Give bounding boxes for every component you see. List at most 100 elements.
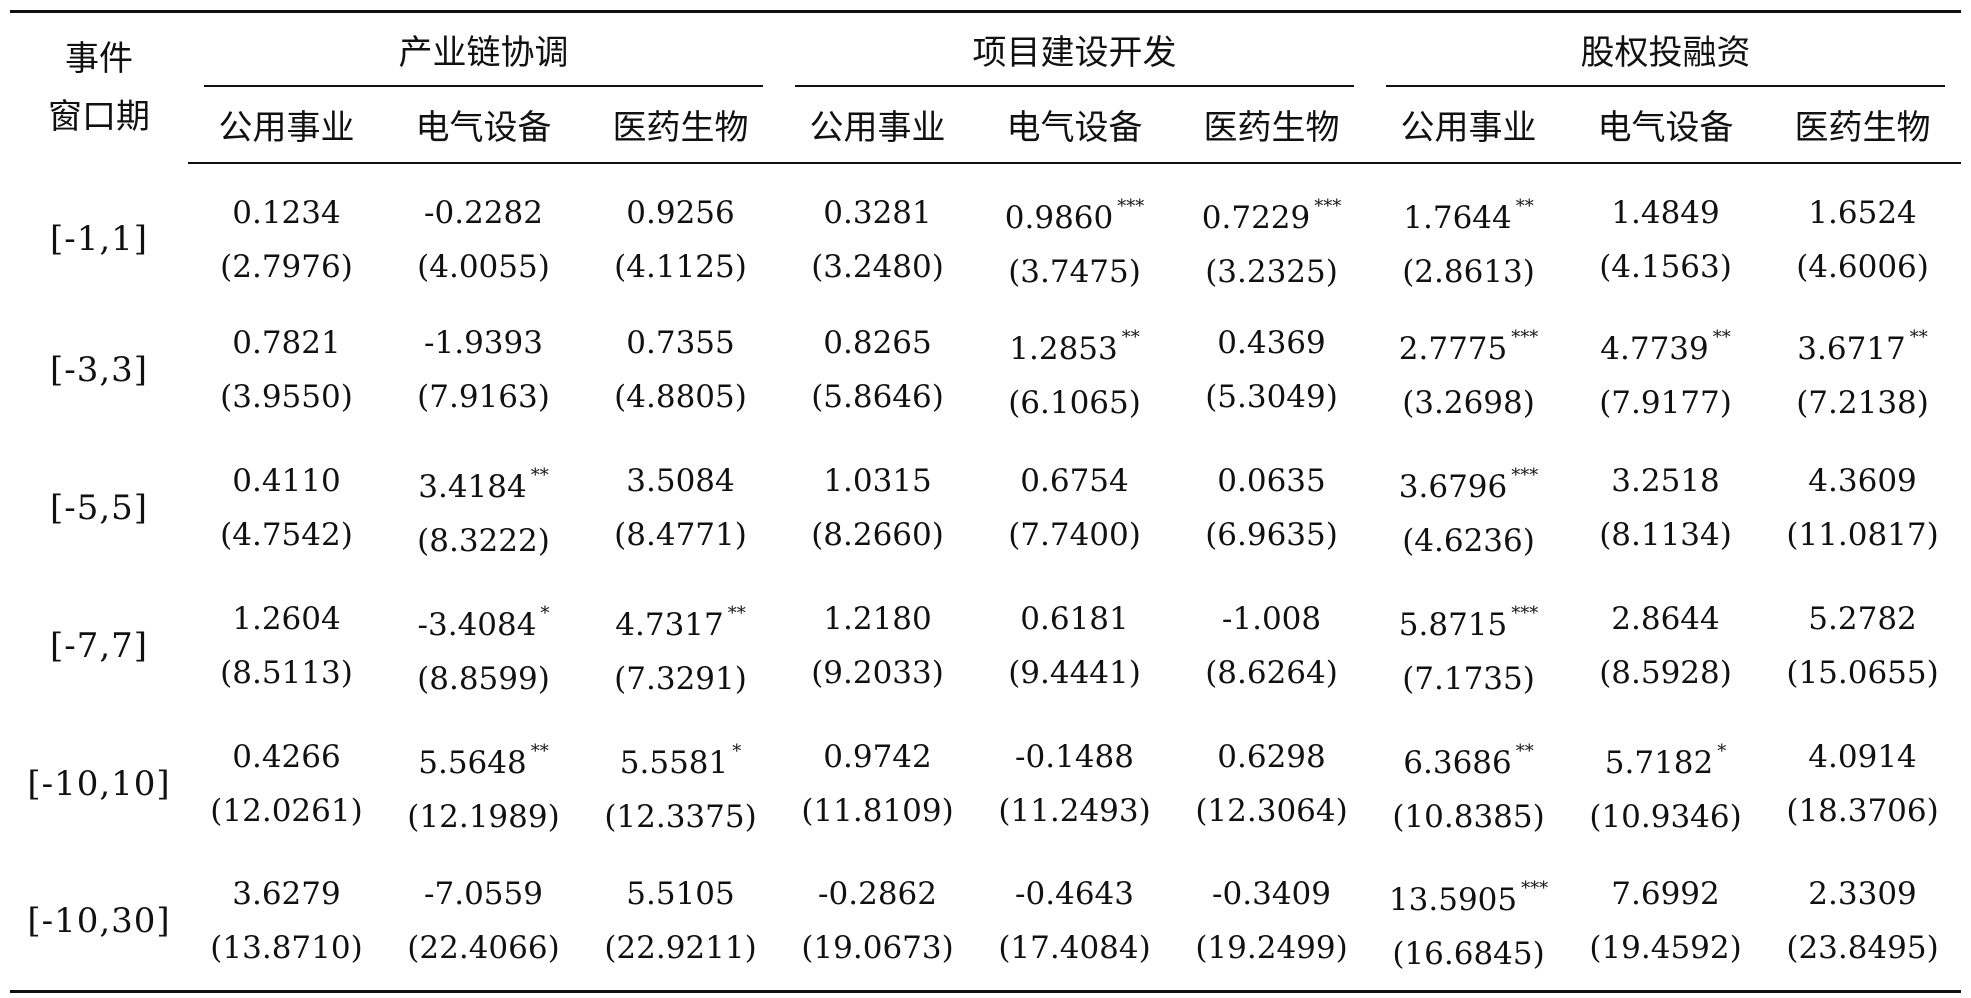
coefficient-value: 3.6717 (1797, 330, 1906, 367)
corner-header-line-2: 窗口期 (48, 97, 150, 137)
coefficient-line: 0.0635 (1173, 454, 1370, 508)
significance-stars: * (732, 740, 742, 762)
coefficient-line: 2.8644 (1567, 592, 1764, 646)
coefficient-line: 5.5105 (582, 867, 779, 921)
group-header-equity-financing: 股权投融资 (1580, 32, 1751, 73)
table-cell: 0.9860 *** (3.7475) (976, 163, 1173, 301)
coefficient-value: -3.4084 (417, 606, 537, 643)
standard-error-value: (17.4084) (998, 930, 1151, 967)
standard-error-value: (7.9163) (417, 379, 550, 415)
standard-error-value: (12.1989) (407, 798, 560, 835)
significance-stars: *** (1117, 196, 1145, 217)
coefficient-line: 0.1234 (188, 186, 385, 240)
standard-error-value: (4.8805) (614, 379, 747, 415)
standard-error-value: (11.8109) (801, 793, 954, 829)
standard-error-value: (4.7542) (220, 517, 353, 553)
table-cell: -0.2282 (4.0055) (385, 163, 582, 301)
coefficient-line: 0.9742 (779, 730, 976, 784)
table-cell: -0.3409 (19.2499) (1173, 853, 1370, 991)
corner-header-line-1: 事件 (65, 39, 133, 79)
table-cell: 3.6717 ** (7.2138) (1764, 301, 1961, 439)
standard-error-value: (19.4592) (1589, 930, 1742, 967)
coefficient-value: 1.6524 (1808, 194, 1917, 231)
standard-error-value: (8.2660) (811, 517, 944, 553)
window-label: [-3,3] (49, 350, 149, 390)
group-underline (779, 85, 1370, 87)
table-cell: 2.3309 (23.8495) (1764, 853, 1961, 991)
standard-error-value: (5.8646) (811, 379, 944, 415)
coefficient-line: 7.6992 (1567, 867, 1764, 921)
table-row: [-7,7] 1.2604 (8.5113) -3.4084 * (8.8599) 4.73… (10, 577, 1961, 715)
coefficient-line: 1.2604 (188, 592, 385, 646)
significance-stars: ** (1121, 326, 1140, 348)
coefficient-line: -3.4084 * (385, 587, 582, 652)
coefficient-value: -0.4643 (1015, 876, 1134, 913)
standard-error-value: (4.1125) (614, 248, 747, 285)
coefficient-value: 5.2782 (1808, 601, 1917, 637)
standard-error-value: (19.0673) (801, 930, 954, 967)
table-cell: 1.2853 ** (6.1065) (976, 301, 1173, 439)
coefficient-value: 0.0635 (1217, 463, 1326, 499)
coefficient-value: 5.5105 (626, 876, 735, 913)
table-cell: 4.7317 ** (7.3291) (582, 577, 779, 715)
significance-stars: * (1717, 740, 1727, 762)
coefficient-line: 2.3309 (1764, 867, 1961, 921)
standard-error-value: (7.3291) (614, 660, 747, 697)
coefficient-value: 1.2853 (1009, 330, 1118, 367)
table-cell: 0.3281 (3.2480) (779, 163, 976, 301)
standard-error-value: (3.2480) (811, 248, 944, 285)
coefficient-line: 0.9256 (582, 186, 779, 240)
corner-header: 事件 窗口期 (10, 12, 188, 164)
standard-error-value: (10.8385) (1392, 798, 1545, 835)
coefficient-line: 5.7182 * (1567, 725, 1764, 790)
standard-error-value: (3.2325) (1205, 254, 1338, 290)
standard-error-value: (4.0055) (417, 248, 550, 285)
table-cell: 4.0914 (18.3706) (1764, 715, 1961, 853)
coefficient-value: 7.6992 (1611, 876, 1720, 913)
coefficient-line: 1.2180 (779, 592, 976, 646)
coefficient-value: 1.7644 (1403, 200, 1512, 236)
coefficient-value: 0.9256 (626, 194, 735, 231)
group-underline (188, 85, 779, 87)
significance-stars: *** (1314, 196, 1342, 217)
table-cell: 0.4266 (12.0261) (188, 715, 385, 853)
standard-error-value: (8.6264) (1205, 655, 1338, 691)
table-cell: 4.7739 ** (7.9177) (1567, 301, 1764, 439)
sub-header-electrical: 电气设备 (385, 87, 582, 164)
coefficient-line: 5.8715 *** (1370, 587, 1567, 652)
table-cell: 1.4849 (4.1563) (1567, 163, 1764, 301)
coefficient-value: 1.4849 (1611, 194, 1720, 231)
coefficient-value: 5.5648 (418, 744, 527, 781)
coefficient-line: 0.4369 (1173, 316, 1370, 370)
coefficient-value: 0.4110 (232, 463, 341, 499)
coefficient-value: -0.3409 (1212, 876, 1331, 913)
standard-error-value: (8.8599) (417, 660, 550, 697)
coefficient-value: 3.6796 (1398, 468, 1508, 505)
standard-error-value: (12.0261) (210, 793, 363, 829)
table-cell: 4.3609 (11.0817) (1764, 439, 1961, 577)
table-cell: 0.4369 (5.3049) (1173, 301, 1370, 439)
table-row: [-3,3] 0.7821 (3.9550) -1.9393 (7.9163) 0.735… (10, 301, 1961, 439)
table-cell: 1.7644 ** (2.8613) (1370, 163, 1567, 301)
standard-error-value: (8.1134) (1599, 517, 1732, 553)
coefficient-line: 0.7821 (188, 316, 385, 370)
coefficient-line: 1.4849 (1567, 186, 1764, 240)
standard-error-value: (8.4771) (614, 517, 747, 553)
table-cell: 3.6796 *** (4.6236) (1370, 439, 1567, 577)
coefficient-value: 1.2180 (823, 601, 932, 637)
coefficient-line: -0.3409 (1173, 867, 1370, 921)
coefficient-value: 0.4266 (232, 739, 341, 775)
table-cell: 3.2518 (8.1134) (1567, 439, 1764, 577)
sub-header-pharma: 医药生物 (1764, 87, 1962, 164)
coefficient-value: 4.7739 (1600, 330, 1709, 367)
coefficient-line: 3.4184 ** (385, 449, 582, 514)
coefficient-value: -1.008 (1221, 601, 1322, 637)
coefficient-line: 13.5905 *** (1370, 862, 1567, 927)
coefficient-value: 2.3309 (1808, 876, 1917, 913)
significance-stars: ** (727, 602, 746, 624)
coefficient-line: 3.2518 (1567, 454, 1764, 508)
standard-error-value: (4.6006) (1796, 248, 1929, 285)
significance-stars: ** (1712, 326, 1731, 348)
coefficient-value: 0.7229 (1201, 200, 1311, 236)
coefficient-line: 0.8265 (779, 316, 976, 370)
